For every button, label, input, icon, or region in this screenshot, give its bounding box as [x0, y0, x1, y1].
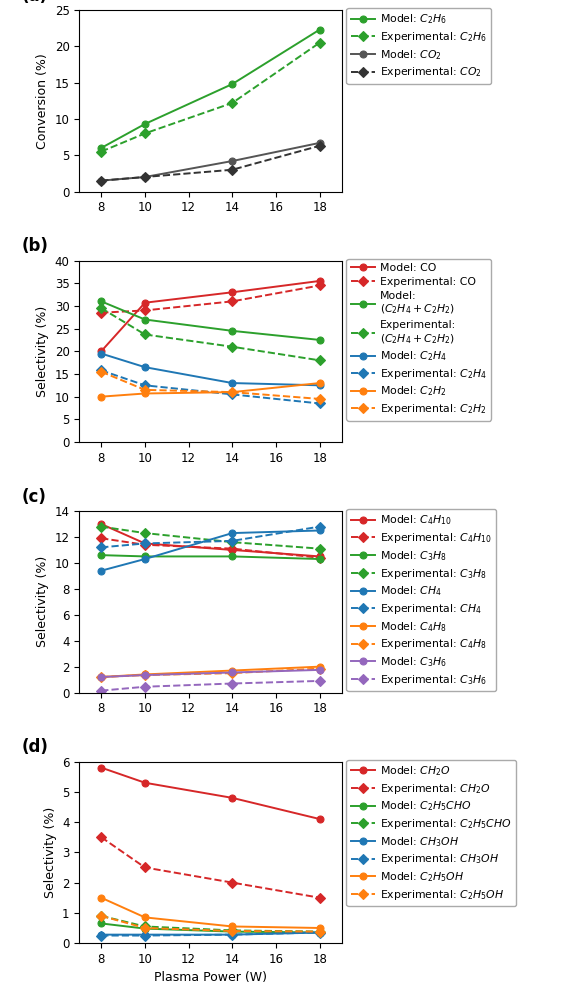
X-axis label: Plasma Power (W): Plasma Power (W) — [154, 971, 267, 984]
Text: (a): (a) — [22, 0, 48, 5]
Y-axis label: Selectivity (%): Selectivity (%) — [44, 806, 57, 898]
Legend: Model: $CH_2O$, Experimental: $CH_2O$, Model: $C_2H_5CHO$, Experimental: $C_2H_5: Model: $CH_2O$, Experimental: $CH_2O$, M… — [346, 759, 516, 906]
Text: (c): (c) — [22, 488, 46, 506]
Y-axis label: Selectivity (%): Selectivity (%) — [36, 305, 49, 397]
Y-axis label: Conversion (%): Conversion (%) — [36, 53, 49, 149]
Legend: Model: CO, Experimental: CO, Model:
$(C_2H_4 + C_2H_2)$, Experimental:
$(C_2H_4 : Model: CO, Experimental: CO, Model: $(C_… — [346, 258, 491, 420]
Y-axis label: Selectivity (%): Selectivity (%) — [36, 556, 49, 648]
Legend: Model: $C_4H_{10}$, Experimental: $C_4H_{10}$, Model: $C_3H_8$, Experimental: $C: Model: $C_4H_{10}$, Experimental: $C_4H_… — [346, 509, 496, 691]
Text: (d): (d) — [22, 739, 49, 756]
Text: (b): (b) — [22, 238, 49, 255]
Legend: Model: $C_2H_6$, Experimental: $C_2H_6$, Model: $CO_2$, Experimental: $CO_2$: Model: $C_2H_6$, Experimental: $C_2H_6$,… — [346, 8, 491, 84]
